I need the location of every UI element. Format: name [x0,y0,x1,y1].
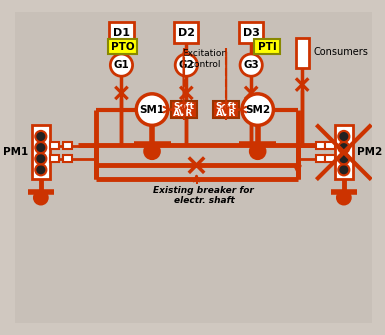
Text: Soft: Soft [173,102,194,111]
Circle shape [136,94,168,125]
Bar [107,39,137,54]
Circle shape [35,131,47,142]
Bar [316,142,325,149]
Circle shape [338,131,350,142]
Text: PTI: PTI [258,42,276,52]
Text: D2: D2 [178,28,195,38]
Text: PM1: PM1 [3,147,28,157]
Bar [325,155,335,162]
Text: AVR: AVR [173,109,194,118]
Circle shape [35,142,47,153]
Text: Excitation
control: Excitation control [182,49,228,69]
Bar [109,22,134,43]
Text: SM2: SM2 [245,105,270,115]
Bar [254,39,280,54]
Circle shape [110,54,132,76]
Bar [296,38,309,68]
Text: D1: D1 [113,28,130,38]
Text: G3: G3 [243,60,259,70]
Circle shape [338,153,350,164]
Circle shape [175,54,198,76]
Bar [316,155,325,162]
Text: Consumers: Consumers [313,47,368,57]
Text: G2: G2 [178,60,194,70]
Bar [213,101,239,118]
Text: Existing breaker for
electr. shaft: Existing breaker for electr. shaft [154,186,254,205]
Circle shape [337,191,350,204]
Circle shape [34,191,47,204]
Circle shape [338,164,350,176]
Bar [171,101,196,118]
Circle shape [145,144,159,159]
Text: PTO: PTO [110,42,134,52]
Circle shape [35,153,47,164]
Circle shape [242,94,273,125]
Circle shape [338,142,350,153]
Bar [50,155,59,162]
Bar [32,125,50,179]
Text: G1: G1 [114,60,129,70]
Bar [239,22,263,43]
Circle shape [250,144,265,159]
Text: AVR: AVR [216,109,236,118]
Bar [174,22,198,43]
Bar [63,142,72,149]
Text: D3: D3 [243,28,259,38]
Bar [335,125,353,179]
Text: SM1: SM1 [139,105,165,115]
Circle shape [35,164,47,176]
Text: PM2: PM2 [357,147,382,157]
Text: Soft: Soft [216,102,237,111]
Bar [63,155,72,162]
Circle shape [240,54,262,76]
Bar [325,142,335,149]
Bar [50,142,59,149]
